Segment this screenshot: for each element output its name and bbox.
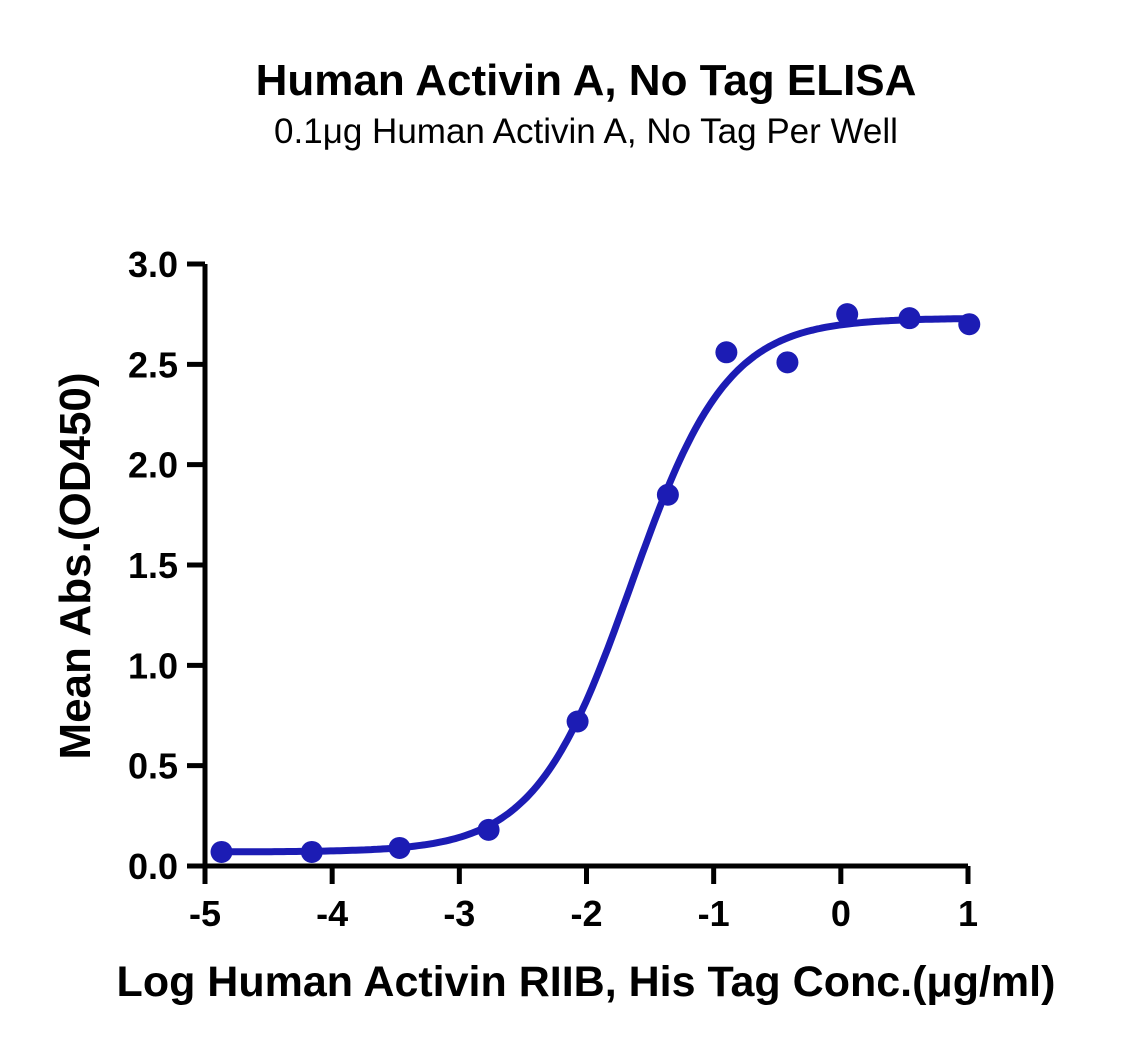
x-tick-label: -4 xyxy=(316,893,348,934)
data-point xyxy=(210,840,233,863)
data-point xyxy=(566,710,589,733)
x-axis-title: Log Human Activin RIIB, His Tag Conc.(μg… xyxy=(116,958,1056,1006)
data-point xyxy=(715,341,738,364)
data-point xyxy=(656,483,679,506)
y-tick-label: 1.5 xyxy=(128,545,178,586)
data-point xyxy=(958,313,981,336)
y-tick-label: 2.5 xyxy=(128,344,178,385)
data-point xyxy=(477,818,500,841)
x-tick-label: 1 xyxy=(958,893,978,934)
x-tick-label: -3 xyxy=(443,893,475,934)
data-point xyxy=(300,840,323,863)
chart-title: Human Activin A, No Tag ELISA xyxy=(255,56,917,105)
x-tick-label: -1 xyxy=(698,893,730,934)
y-tick-label: 1.0 xyxy=(128,645,178,686)
data-point xyxy=(388,836,411,859)
y-tick-label: 2.0 xyxy=(128,445,178,486)
y-tick-label: 3.0 xyxy=(128,244,178,285)
x-tick-label: -5 xyxy=(189,893,221,934)
data-point xyxy=(898,307,921,330)
x-tick-label: 0 xyxy=(831,893,851,934)
chart-subtitle: 0.1μg Human Activin A, No Tag Per Well xyxy=(274,112,898,151)
fit-curve xyxy=(218,315,973,856)
data-point xyxy=(776,351,799,374)
data-point xyxy=(836,303,859,326)
y-tick-label: 0.5 xyxy=(128,746,178,787)
x-tick-label: -2 xyxy=(570,893,602,934)
y-tick-label: 0.0 xyxy=(128,846,178,887)
